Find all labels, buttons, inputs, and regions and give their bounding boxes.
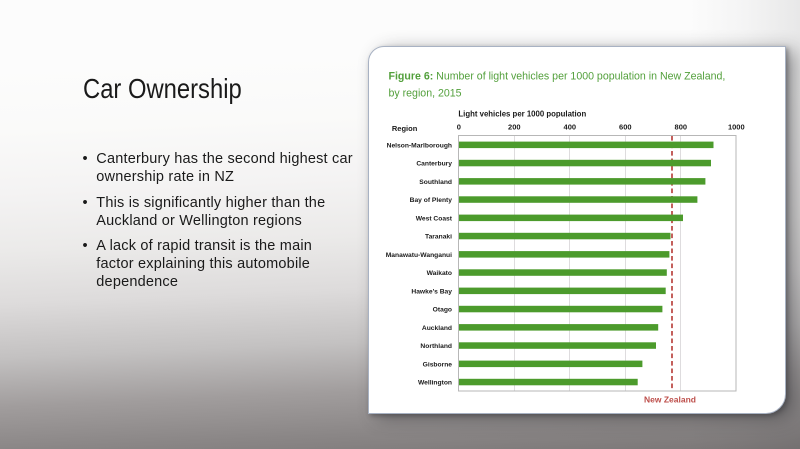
svg-text:1000: 1000 <box>728 123 745 132</box>
svg-text:Canterbury: Canterbury <box>416 161 452 168</box>
svg-text:Hawke's Bay: Hawke's Bay <box>411 288 452 295</box>
svg-text:Figure 6: Number of light vehi: Figure 6: Number of light vehicles per 1… <box>389 71 726 83</box>
svg-text:Bay of Plenty: Bay of Plenty <box>410 197 453 204</box>
svg-text:Auckland: Auckland <box>422 325 452 332</box>
svg-text:Region: Region <box>392 124 418 133</box>
svg-text:West Coast: West Coast <box>416 215 453 222</box>
svg-text:Taranaki: Taranaki <box>425 234 452 241</box>
svg-text:0: 0 <box>457 123 461 132</box>
svg-text:Manawatu-Wanganui: Manawatu-Wanganui <box>386 252 452 259</box>
svg-text:Southland: Southland <box>419 179 452 186</box>
svg-text:200: 200 <box>508 123 521 132</box>
svg-text:Nelson-Marlborough: Nelson-Marlborough <box>387 142 452 149</box>
svg-text:800: 800 <box>675 123 688 132</box>
svg-text:by region, 2015: by region, 2015 <box>389 87 462 99</box>
svg-text:Northland: Northland <box>420 343 452 350</box>
svg-text:New Zealand: New Zealand <box>644 395 696 405</box>
svg-text:Otago: Otago <box>433 307 452 314</box>
svg-text:Light vehicles per 1000 popula: Light vehicles per 1000 population <box>458 109 586 118</box>
svg-text:400: 400 <box>564 123 577 132</box>
svg-text:Gisborne: Gisborne <box>423 361 453 368</box>
svg-text:Waikato: Waikato <box>427 270 452 277</box>
svg-text:Wellington: Wellington <box>418 380 452 387</box>
svg-text:600: 600 <box>619 123 632 132</box>
